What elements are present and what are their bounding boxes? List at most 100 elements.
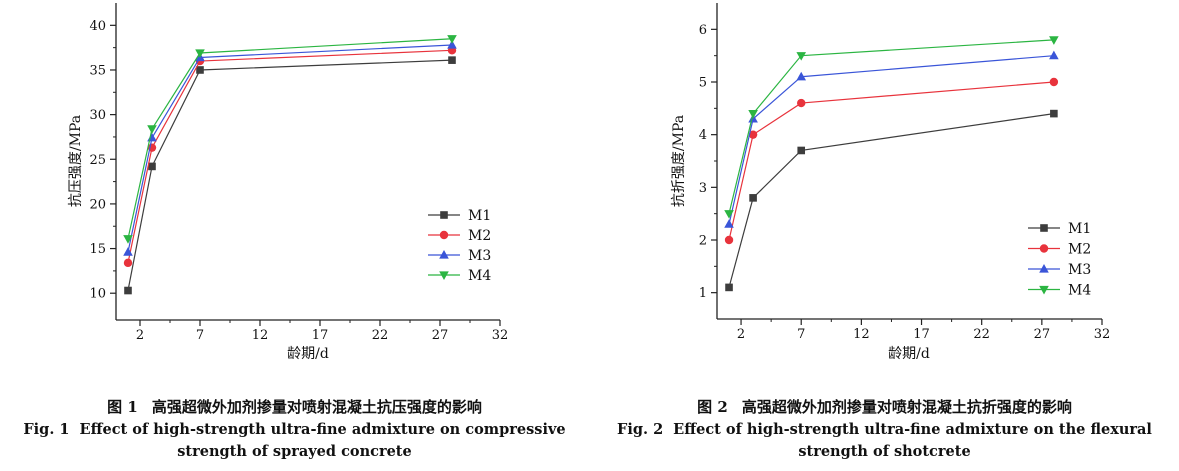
y-axis-label: 抗压强度/MPa [68,115,84,207]
compressive-strength-chart: 2 7 12 17 22 27 3210152025303540抗压强度/MPa龄期/dM1… [68,3,509,362]
x-tick-label: 17 [312,328,329,343]
figure-2-caption-en-text: Effect of high-strength ultra-fine admix… [673,421,1152,460]
legend-marker [1039,264,1049,273]
series-m3 [724,50,1059,228]
legend-label: M4 [1068,283,1091,299]
legend-marker [439,250,449,259]
data-point [447,39,457,49]
y-axis-label: 抗折强度/MPa [671,115,687,207]
data-point [123,258,133,268]
data-point [148,162,156,171]
legend-marker [439,230,449,240]
y-tick-label: 30 [89,108,106,123]
series-m4 [724,36,1059,219]
data-point [748,130,758,139]
x-tick-label: 32 [492,328,509,343]
data-point [448,56,456,64]
x-axis-label: 龄期/d [888,346,930,362]
figure-2-caption-en: Fig. 2 Effect of high-strength ultra-fine… [590,419,1179,463]
figure-2-caption-cn-text: 高强超微外加剂掺量对喷射混凝土抗折强度的影响 [741,398,1072,416]
data-point [147,125,157,134]
legend: M1 M2 M3 M4 [1028,221,1091,299]
data-point [797,98,806,108]
data-point [724,235,734,245]
data-point [195,49,205,59]
legend-label: M3 [1068,262,1091,278]
data-point [748,110,758,119]
x-tick-label: 7 [797,327,805,342]
x-tick-label: 17 [913,327,930,342]
x-tick-label: 2 [136,328,144,343]
series-m1 [124,56,456,295]
series-m2 [123,46,457,268]
legend-label: M2 [1068,242,1091,258]
data-point [447,35,457,44]
data-point [1049,77,1059,87]
legend-marker [1039,285,1049,295]
y-tick-label: 1 [699,286,707,301]
data-point [724,210,734,219]
series-m2 [724,77,1059,245]
y-tick-label: 35 [89,63,106,78]
x-axis-label: 龄期/d [287,346,329,362]
data-point [1049,50,1059,60]
legend-marker [1040,224,1048,232]
series-line [728,55,1054,225]
x-tick-label: 22 [372,328,389,343]
y-tick-label: 3 [699,181,707,196]
data-point [124,286,132,295]
data-point [724,219,734,228]
x-tick-label: 7 [196,328,204,343]
legend-marker [439,271,449,280]
figure-1-caption-en-label: Fig. 1 [23,421,70,438]
data-point [796,52,807,61]
series-line [728,39,1054,214]
y-tick-label: 10 [89,287,106,302]
series-line [127,44,453,253]
x-tick-label: 22 [973,327,990,342]
data-point [123,247,133,256]
series-m3 [123,39,457,256]
data-point [1049,36,1059,45]
legend-label: M2 [468,228,491,244]
figure-1-caption-en: Fig. 1 Effect of high-strength ultra-fine… [0,419,589,463]
data-point [123,235,133,244]
y-tick-label: 5 [699,76,707,91]
y-tick-label: 2 [699,234,707,249]
series-line [127,49,453,263]
figure-1: 2 7 12 17 22 27 32 10 15 20 25 30 35 40 抗压强度/MPa 龄期/d M1… [0,0,589,471]
figure-2: 2 7 12 17 22 27 32 1 2 3 4 5 6 抗折强度/MPa 龄期/d M1 M2 M3 M4 图… [590,0,1179,471]
legend-label: M4 [468,268,491,284]
figure-1-caption-cn: 图 1 高强超微外加剂掺量对喷射混凝土抗压强度的影响 [0,396,589,417]
y-tick-label: 20 [89,197,106,212]
data-point [797,146,806,155]
figure-1-caption-cn-label: 图 1 [107,398,138,416]
y-tick-label: 25 [89,153,106,168]
legend-label: M1 [1068,221,1091,237]
figure-1-caption-cn-text: 高强超微外加剂掺量对喷射混凝土抗压强度的影响 [151,398,482,416]
data-point [1050,109,1058,118]
series-line [127,38,453,239]
figure-1-caption-en-text: Effect of high-strength ultra-fine admix… [79,421,566,460]
y-tick-label: 40 [89,19,106,34]
series-line [728,81,1054,241]
y-tick-label: 4 [699,128,707,143]
data-point [749,194,757,202]
figure-2-caption-en-label: Fig. 2 [617,421,664,438]
legend-label: M3 [468,248,491,264]
figure-2-caption-cn-label: 图 2 [697,398,728,416]
series-line [728,113,1054,288]
x-tick-label: 12 [853,327,870,342]
data-point [725,283,733,292]
figure-2-caption-cn: 图 2 高强超微外加剂掺量对喷射混凝土抗折强度的影响 [590,396,1179,417]
x-tick-label: 32 [1094,327,1111,342]
legend-marker [1039,244,1049,253]
y-tick-label: 15 [89,242,106,257]
x-tick-label: 2 [737,327,745,342]
x-tick-label: 12 [252,328,269,343]
legend-label: M1 [468,208,491,224]
data-point [796,71,807,81]
x-tick-label: 27 [432,328,449,343]
series-line [127,59,453,291]
